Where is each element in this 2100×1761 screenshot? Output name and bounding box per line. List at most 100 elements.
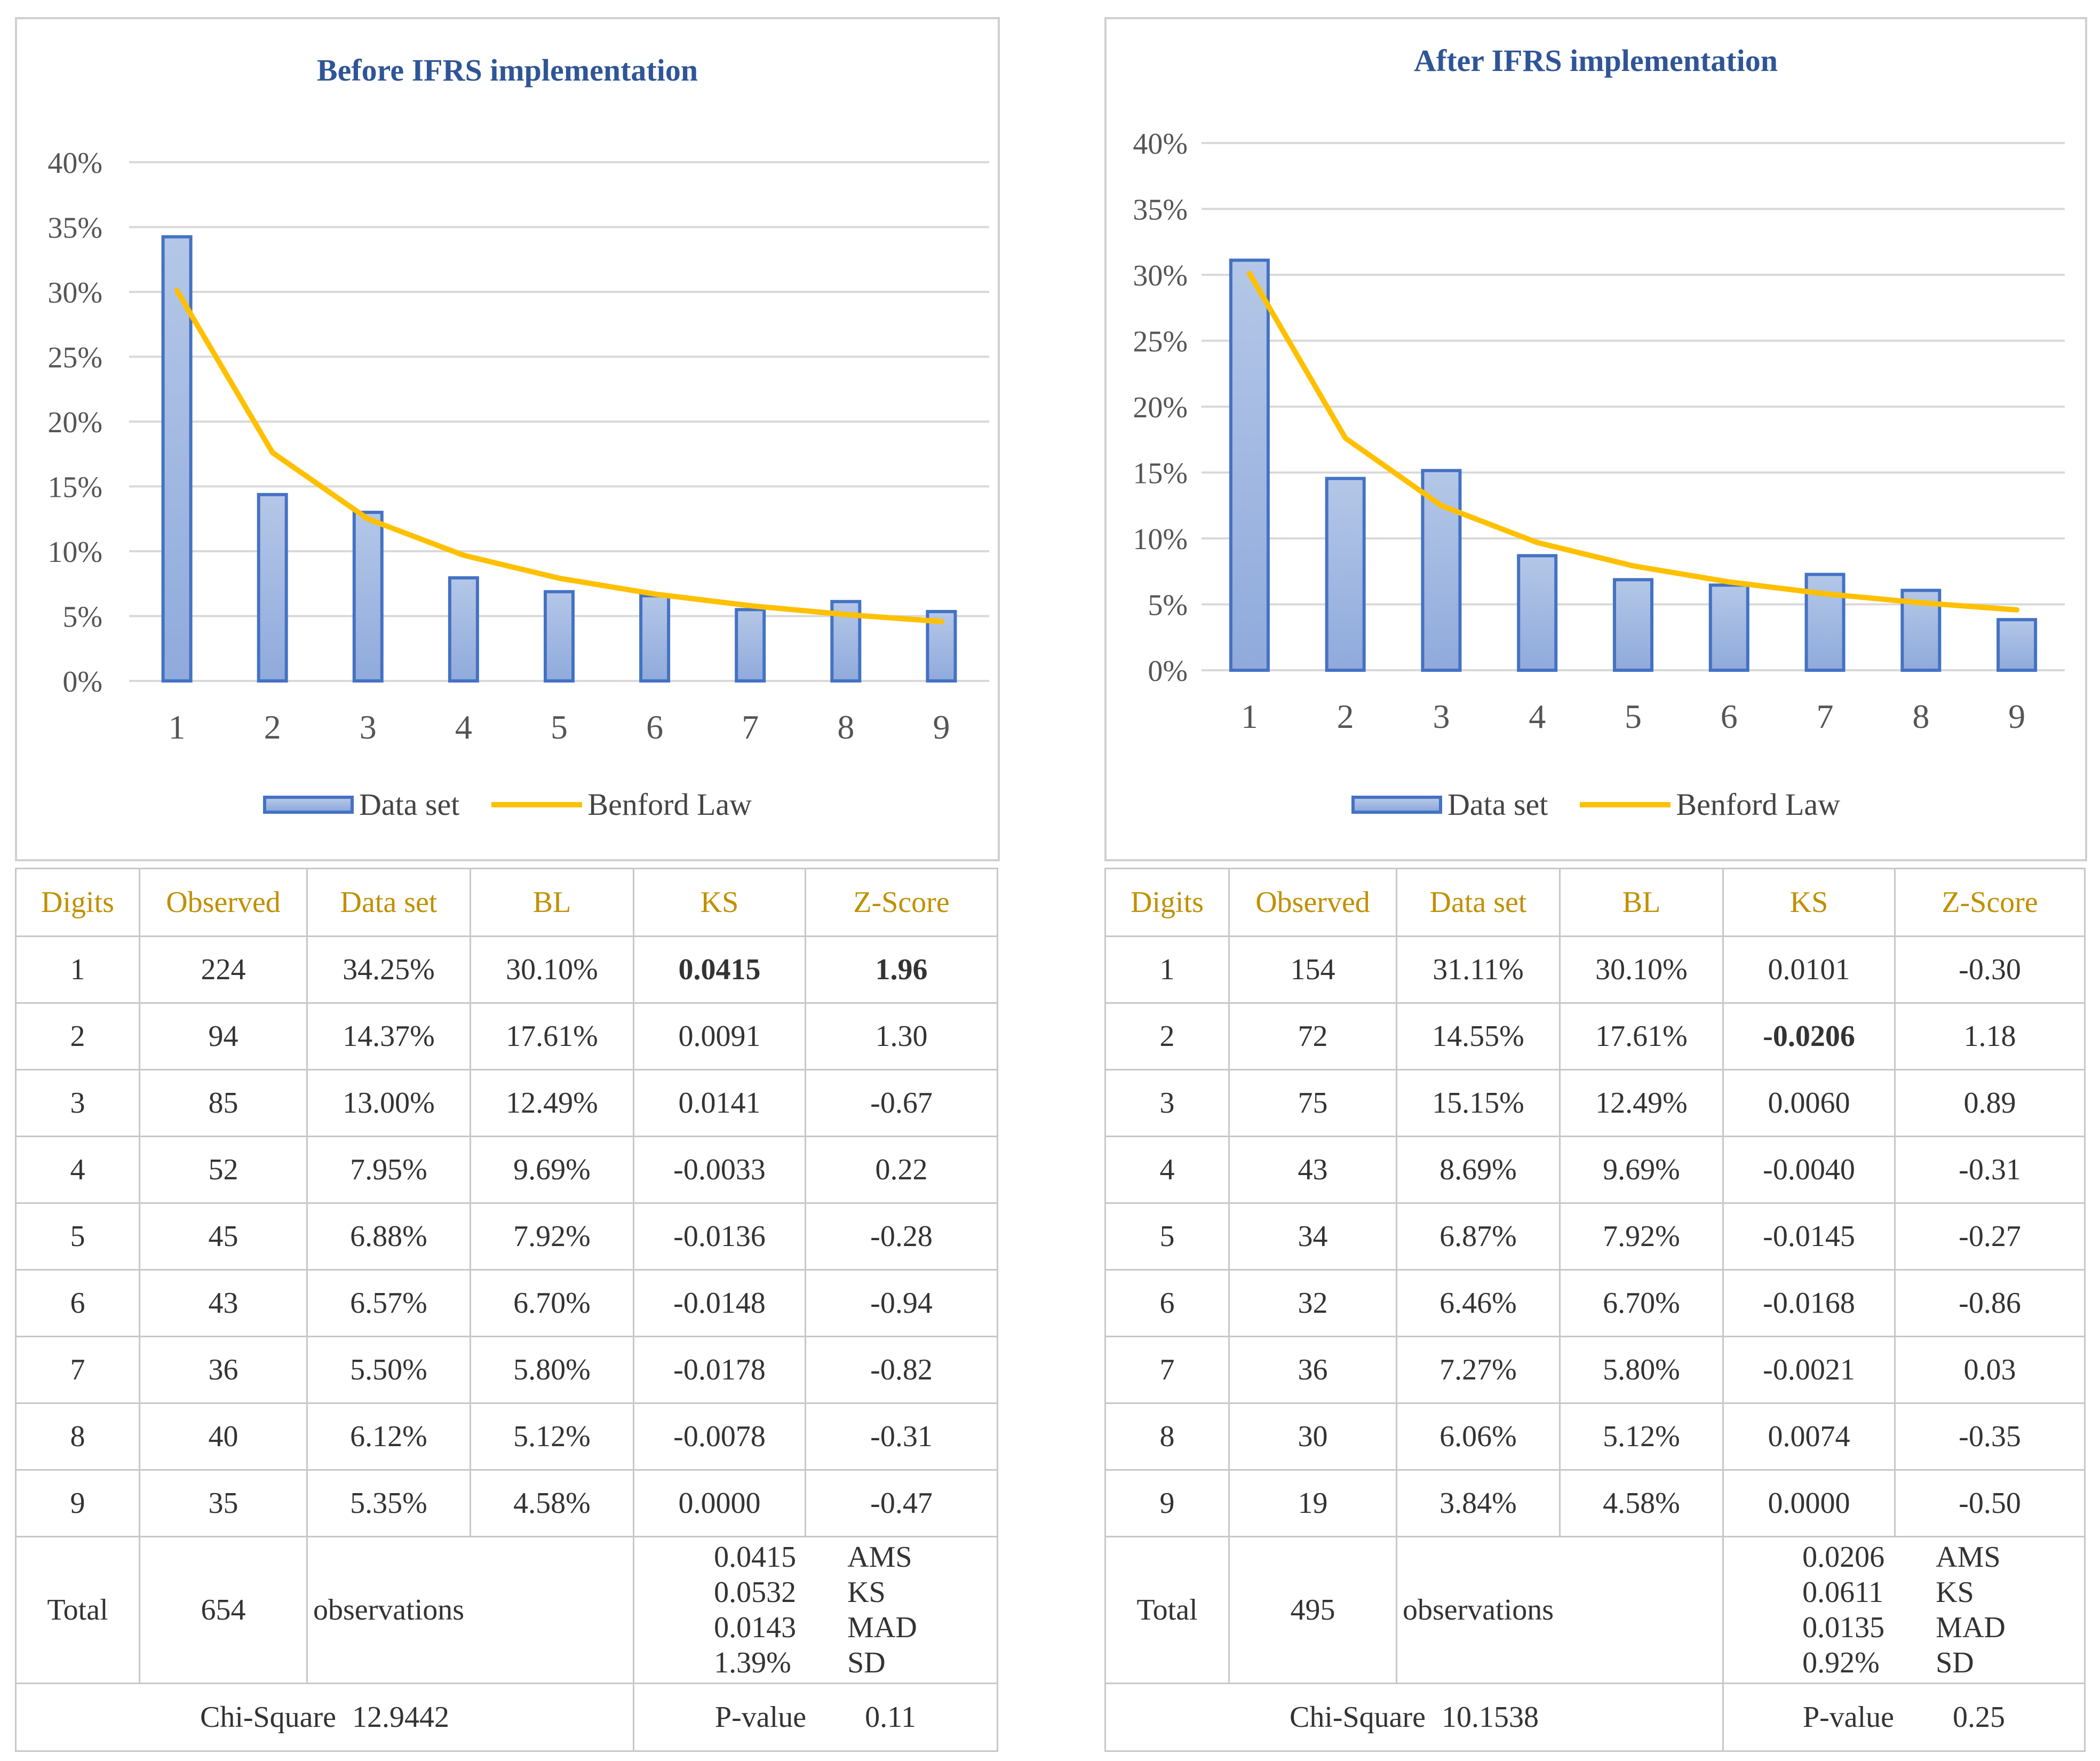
legend-item-benford-law: Benford Law [1580,787,1840,822]
table-cell: 1 [15,935,140,1004]
legend: Data set Benford Law [1107,787,2085,822]
chi-square-label: Chi-Square [200,1701,337,1734]
mad-value: 0.0135 [1802,1611,1885,1644]
column-header: Z-Score [1894,868,2086,937]
table-cell: -0.82 [805,1336,998,1404]
x-tick-label: 4 [1529,697,1546,735]
bar-data-set-7 [1804,573,1846,672]
table-cell: 3 [15,1069,140,1137]
table-row: 3 85 13.00% 12.49% 0.0141 -0.67 [15,1069,998,1137]
table-row: 4 52 7.95% 9.69% -0.0033 0.22 [15,1136,998,1204]
ams-value: 0.0415 [714,1541,797,1574]
column-header: Digits [15,868,140,937]
table-cell: 4 [1104,1136,1230,1204]
table-cell: 5.12% [470,1402,634,1471]
mad-value: 0.0143 [714,1611,797,1644]
x-tick-label: 9 [933,708,950,746]
table-cell: 5 [1104,1202,1230,1271]
table-cell: 15.15% [1396,1069,1561,1137]
table-cell: 5 [15,1202,140,1271]
table-row: 7 36 5.50% 5.80% -0.0178 -0.82 [15,1336,998,1404]
table-cell: 5.35% [306,1469,471,1537]
table-row: 3 75 15.15% 12.49% 0.0060 0.89 [1104,1069,2086,1137]
y-tick-label: 10% [47,536,102,569]
observations-label: observations [306,1536,634,1684]
y-tick-label: 15% [1133,457,1188,490]
table-cell: -0.47 [805,1469,998,1537]
table-row: 1 154 31.11% 30.10% 0.0101 -0.30 [1104,935,2086,1004]
summary-stats: 0.0206 AMS 0.0611 KS 0.0135 MAD 0.92% SD [1722,1536,2086,1684]
table-cell: 12.49% [1559,1069,1724,1137]
table-cell: 31.11% [1396,935,1561,1004]
p-value-label: P-value [715,1701,807,1734]
table-cell: 6.12% [306,1402,471,1471]
chart-title: Before IFRS implementation [316,53,698,88]
y-tick-label: 40% [47,147,102,180]
table-row: 6 32 6.46% 6.70% -0.0168 -0.86 [1104,1269,2086,1337]
table-cell: -0.31 [1894,1136,2086,1204]
bar-data-set-2 [257,493,288,683]
table-cell: -0.0021 [1722,1336,1896,1404]
table-cell: -0.0168 [1722,1269,1896,1337]
table-row: 8 40 6.12% 5.12% -0.0078 -0.31 [15,1402,998,1471]
table-header-row: Digits Observed Data set BL KS Z-Score [1104,868,2086,937]
table-cell: 30.10% [1559,935,1724,1004]
column-header: KS [1722,868,1896,937]
ks-value: 0.0532 [714,1576,797,1609]
table-cell: 0.03 [1894,1336,2086,1404]
table-cell: 6 [15,1269,140,1337]
x-tick-label: 5 [1625,697,1642,735]
table-cell: 8 [15,1402,140,1471]
table-cell: 7.95% [306,1136,471,1204]
bar-data-set-1 [1229,258,1270,672]
table-cell: 9 [15,1469,140,1537]
x-tick-label: 7 [1817,697,1834,735]
y-tick-label: 40% [1133,128,1188,161]
chi-square-value: 10.1538 [1442,1701,1539,1734]
ams-label: AMS [1936,1541,2001,1574]
table-cell: 0.0000 [633,1469,806,1537]
table-cell: 6.06% [1396,1402,1561,1471]
table-cell: -0.0148 [633,1269,806,1337]
table-cell: -0.0136 [633,1202,806,1271]
table-cell: 19 [1228,1469,1397,1537]
table-cell: 5.50% [306,1336,471,1404]
table-cell: 6.46% [1396,1269,1561,1337]
legend: Data set Benford Law [17,787,998,822]
bar-line-chart-after: 0% 5% 10% 15% 20% 25% 30% 35% 40% 1 2 3 4 5 6 7 8 9 [1133,128,2065,735]
table-cell: 6.88% [306,1202,471,1271]
x-tick-label: 2 [1337,697,1354,735]
observations-label: observations [1396,1536,1724,1684]
table-row: 6 43 6.57% 6.70% -0.0148 -0.94 [15,1269,998,1337]
table-row: 9 35 5.35% 4.58% 0.0000 -0.47 [15,1469,998,1537]
table-cell: 75 [1228,1069,1397,1137]
ams-label: AMS [847,1541,912,1574]
table-cell: 1 [1104,935,1230,1004]
bar-data-set-3 [352,511,384,683]
y-tick-label: 15% [47,471,102,504]
x-tick-label: 5 [551,708,568,746]
total-count: 495 [1228,1536,1397,1684]
table-cell: 85 [139,1069,308,1137]
ams-value: 0.0206 [1802,1541,1885,1574]
legend-line-swatch [491,802,583,807]
chart-box-before: Before IFRS implementation 0% 5% 10% 15% 20%… [15,17,1000,861]
table-header-row: Digits Observed Data set BL KS Z-Score [15,868,998,937]
table-cell: 0.0101 [1722,935,1896,1004]
table-row: 4 43 8.69% 9.69% -0.0040 -0.31 [1104,1136,2086,1204]
table-cell: 0.0091 [633,1002,806,1070]
mad-label: MAD [847,1611,917,1644]
table-total-row: Total 654 observations 0.0415 AMS 0.0532 KS 0.0… [15,1536,998,1684]
table-row: 2 72 14.55% 17.61% -0.0206 1.18 [1104,1002,2086,1070]
legend-label: Data set [1447,787,1548,822]
p-value-value: 0.25 [1953,1701,2006,1734]
table-cell: 43 [1228,1136,1397,1204]
table-cell: -0.0040 [1722,1136,1896,1204]
chi-square-value: 12.9442 [352,1701,450,1734]
x-tick-label: 2 [264,708,281,746]
x-tick-label: 6 [646,708,663,746]
table-cell: -0.35 [1894,1402,2086,1471]
table-cell: 4.58% [470,1469,634,1537]
table-cell: 72 [1228,1002,1397,1070]
sd-value: 1.39% [714,1646,791,1679]
